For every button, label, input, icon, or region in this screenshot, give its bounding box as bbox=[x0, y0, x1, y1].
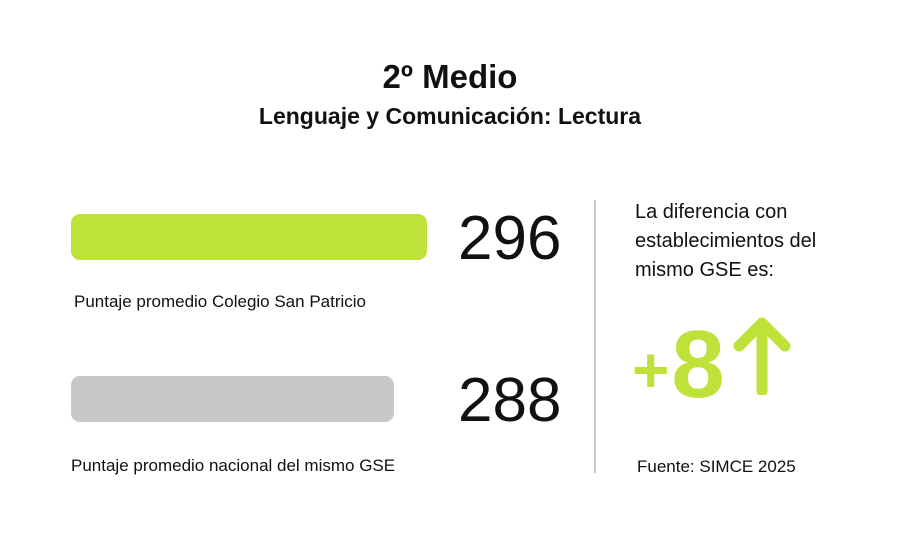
chart-subtitle: Lenguaje y Comunicación: Lectura bbox=[258, 103, 642, 129]
arrow-up-icon bbox=[731, 315, 793, 400]
difference-value: + 8 bbox=[632, 311, 793, 419]
value-school: 296 bbox=[458, 204, 562, 273]
label-school: Puntaje promedio Colegio San Patricio bbox=[74, 292, 367, 311]
difference-description: La diferencia con establecimientos del m… bbox=[635, 201, 817, 281]
label-national: Puntaje promedio nacional del mismo GSE bbox=[71, 456, 396, 475]
difference-number: 8 bbox=[671, 311, 725, 419]
bar-national bbox=[71, 376, 394, 422]
vertical-divider bbox=[594, 200, 596, 473]
chart-title: 2º Medio bbox=[382, 58, 518, 95]
source-note: Fuente: SIMCE 2025 bbox=[637, 457, 796, 476]
difference-sign: + bbox=[632, 334, 670, 406]
bar-school bbox=[71, 214, 427, 260]
value-national: 288 bbox=[458, 366, 562, 435]
